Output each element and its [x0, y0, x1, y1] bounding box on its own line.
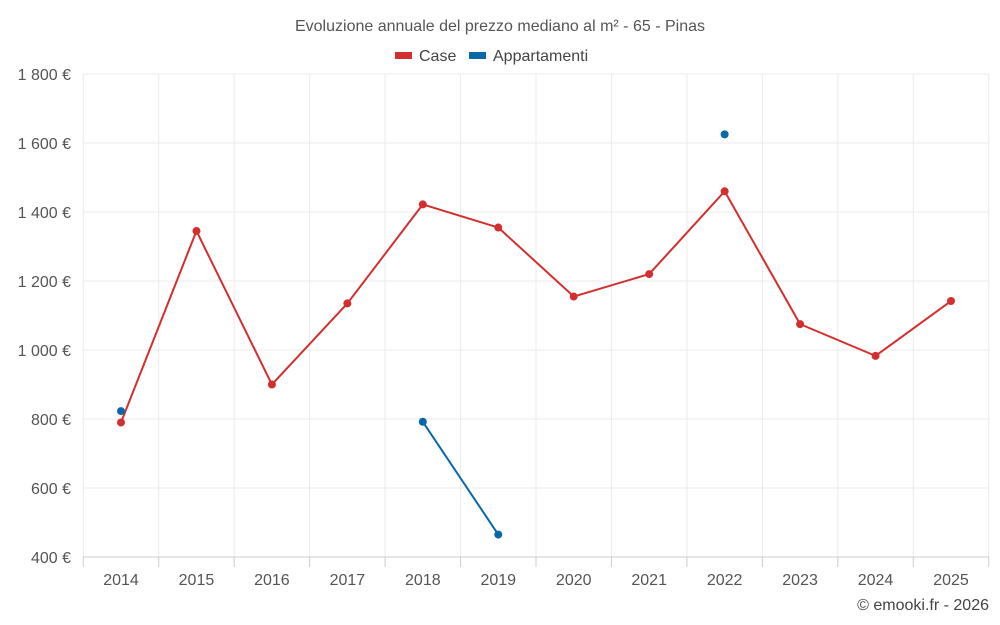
x-tick-label: 2021: [631, 572, 667, 589]
x-tick-label: 2018: [405, 572, 441, 589]
series-line-case: [120, 190, 952, 423]
data-point-case-2023[interactable]: [796, 320, 805, 329]
x-tick-label: 2022: [707, 572, 743, 589]
y-tick-label: 1 800 €: [18, 67, 71, 84]
data-point-case-2016[interactable]: [267, 380, 276, 389]
legend-label-appartamenti: Appartamenti: [493, 48, 588, 65]
data-point-appartamenti-2019[interactable]: [494, 530, 503, 539]
series-appartamenti: [117, 130, 729, 539]
y-tick-label: 1 600 €: [18, 136, 71, 153]
series: [117, 130, 955, 539]
data-point-case-2018[interactable]: [418, 200, 427, 209]
legend-swatch-appartamenti: [469, 52, 486, 59]
y-tick-label: 1 000 €: [18, 343, 71, 360]
data-point-case-2017[interactable]: [343, 299, 352, 308]
grid: [82, 73, 990, 557]
y-tick-label: 800 €: [31, 412, 71, 429]
data-point-case-2015[interactable]: [192, 226, 201, 235]
legend-label-case: Case: [419, 48, 456, 65]
legend-item-case[interactable]: Case: [395, 48, 456, 65]
x-tick-label: 2025: [933, 572, 969, 589]
data-point-appartamenti-2022[interactable]: [720, 130, 729, 139]
x-axis: 2014 2015 2016 2017 2018 2019 2020 2021 2022 2023…: [82, 556, 990, 589]
x-tick-label: 2020: [556, 572, 592, 589]
x-tick-label: 2015: [179, 572, 215, 589]
x-tick-label: 2016: [254, 572, 290, 589]
y-tick-label: 400 €: [31, 550, 71, 567]
y-tick-label: 1 200 €: [18, 274, 71, 291]
x-tick-label: 2023: [782, 572, 818, 589]
data-point-case-2020[interactable]: [569, 292, 578, 301]
legend-swatch-case: [395, 52, 412, 59]
data-point-case-2021[interactable]: [645, 270, 654, 279]
y-tick-label: 1 400 €: [18, 205, 71, 222]
x-tick-label: 2024: [858, 572, 894, 589]
data-point-case-2025[interactable]: [947, 297, 955, 306]
data-point-case-2019[interactable]: [494, 223, 503, 232]
data-point-appartamenti-2014[interactable]: [117, 407, 125, 416]
credit-text: © emooki.fr - 2026: [857, 597, 989, 614]
data-point-appartamenti-2018[interactable]: [418, 417, 427, 426]
chart-title: Evoluzione annuale del prezzo mediano al…: [295, 18, 705, 35]
data-point-case-2014[interactable]: [117, 418, 125, 427]
data-point-case-2022[interactable]: [720, 187, 729, 196]
y-axis: 400 € 600 € 800 € 1 000 € 1 200 € 1 400 € 1 60…: [18, 67, 71, 567]
series-line-appartamenti: [421, 421, 500, 536]
legend: Case Appartamenti: [395, 48, 588, 65]
legend-item-appartamenti[interactable]: Appartamenti: [469, 48, 588, 65]
y-tick-label: 600 €: [31, 481, 71, 498]
x-tick-label: 2014: [103, 572, 139, 589]
x-tick-label: 2017: [330, 572, 366, 589]
series-case: [117, 187, 955, 427]
data-point-case-2024[interactable]: [871, 351, 880, 360]
x-tick-label: 2019: [480, 572, 516, 589]
